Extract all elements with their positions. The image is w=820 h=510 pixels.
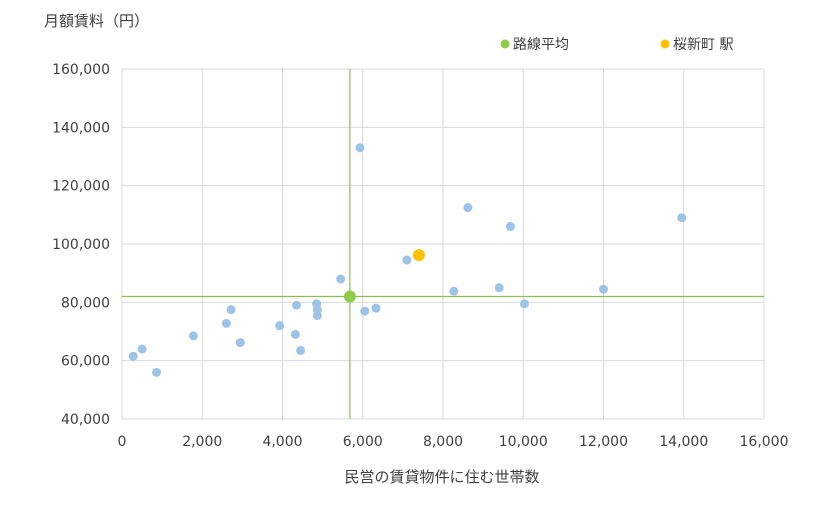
data-point <box>449 286 459 296</box>
y-tick-label: 80,000 <box>61 295 110 311</box>
gridlines <box>121 68 765 420</box>
data-point <box>505 222 515 231</box>
y-tick-label: 100,000 <box>52 237 110 253</box>
legend-average-label: 路線平均 <box>513 37 569 53</box>
data-point <box>336 274 346 284</box>
station-point <box>412 249 425 262</box>
data-point <box>226 305 236 315</box>
data-point <box>275 321 285 331</box>
data-point <box>296 345 306 355</box>
legend-average-marker <box>500 39 510 49</box>
x-tick-label: 16,000 <box>740 434 789 450</box>
y-axis-tick-labels: 40,000 60,000 80,000 100,000 120,000 140,000 1… <box>52 62 110 428</box>
y-tick-label: 140,000 <box>52 120 110 136</box>
legend: 路線平均 桜新町 駅 <box>500 37 733 53</box>
average-reference-lines <box>122 69 764 419</box>
y-axis-label: 月額賃料（円） <box>44 12 149 30</box>
x-tick-label: 0 <box>118 434 127 450</box>
data-point <box>188 331 198 341</box>
y-tick-label: 160,000 <box>52 62 110 78</box>
x-tick-label: 4,000 <box>262 434 302 450</box>
legend-station-marker <box>660 39 670 49</box>
x-axis-tick-labels: 0 2,000 4,000 6,000 8,000 10,000 12,000 14,000 1… <box>118 434 789 450</box>
data-point <box>137 344 147 354</box>
y-tick-label: 120,000 <box>52 179 110 195</box>
data-point <box>494 283 504 293</box>
y-tick-label: 60,000 <box>61 354 110 370</box>
data-points <box>128 143 687 377</box>
data-point <box>235 338 245 348</box>
average-point <box>343 290 356 303</box>
y-tick-label: 40,000 <box>61 412 110 428</box>
x-tick-label: 8,000 <box>423 434 463 450</box>
data-point <box>152 367 162 377</box>
data-point <box>599 284 608 294</box>
x-tick-label: 2,000 <box>182 434 222 450</box>
data-point <box>290 329 300 339</box>
data-point <box>312 310 322 320</box>
legend-station-label: 桜新町 駅 <box>673 37 733 53</box>
data-point <box>355 143 365 153</box>
data-point <box>371 303 381 313</box>
x-tick-label: 14,000 <box>659 434 708 450</box>
x-tick-label: 6,000 <box>343 434 383 450</box>
x-tick-label: 12,000 <box>579 434 628 450</box>
data-point <box>221 318 231 328</box>
x-tick-label: 10,000 <box>499 434 548 450</box>
data-point <box>128 351 138 361</box>
x-axis-label: 民営の賃貸物件に住む世帯数 <box>344 468 539 486</box>
data-point <box>463 203 473 213</box>
data-point <box>519 299 529 309</box>
data-point <box>677 213 687 223</box>
data-point <box>360 306 370 316</box>
data-point <box>402 255 412 265</box>
data-point <box>292 300 302 310</box>
